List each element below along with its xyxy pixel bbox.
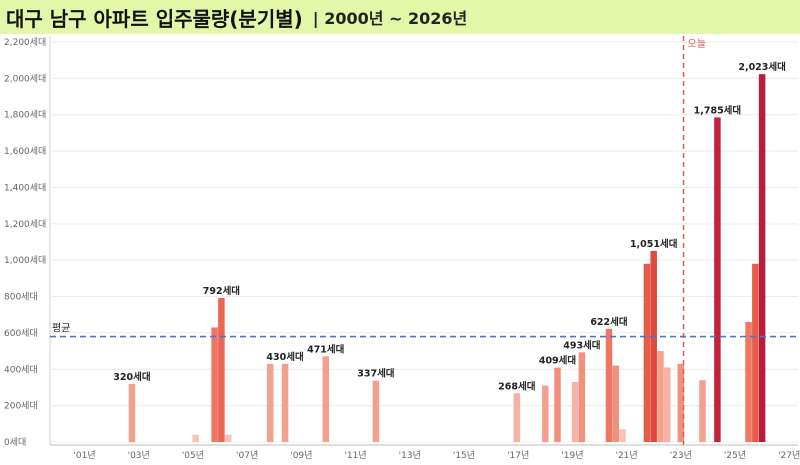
chart-subtitle: | 2000년 ~ 2026년: [312, 9, 468, 28]
data-label: 471세대: [307, 343, 344, 355]
bar: [322, 356, 329, 442]
data-label: 622세대: [590, 316, 627, 328]
x-tick-label: '19년: [561, 450, 583, 461]
bar: [612, 365, 620, 442]
x-tick-label: '27년: [778, 450, 800, 461]
bar: [605, 328, 613, 442]
y-tick-label: 2,200세대: [4, 37, 46, 48]
y-tick-label: 0세대: [4, 437, 26, 448]
x-tick-label: '25년: [724, 450, 746, 461]
data-label: 409세대: [539, 355, 576, 367]
y-tick-label: 1,000세대: [4, 255, 46, 266]
bar: [664, 367, 671, 442]
y-tick-label: 400세대: [4, 364, 38, 375]
x-tick-label: '03년: [128, 450, 150, 461]
y-tick-label: 1,600세대: [4, 146, 46, 157]
bar: [571, 382, 579, 442]
bar: [758, 74, 766, 442]
x-tick-label: '17년: [507, 450, 529, 461]
bar: [699, 380, 706, 442]
data-label: 320세대: [113, 371, 150, 383]
y-tick-label: 1,400세대: [4, 182, 46, 193]
data-label: 430세대: [266, 351, 303, 363]
bar: [372, 380, 380, 442]
y-tick-label: 600세대: [4, 328, 38, 339]
bar: [677, 363, 685, 442]
bar: [554, 367, 561, 442]
title-bar: 대구 남구 아파트 입주물량(분기별) | 2000년 ~ 2026년: [0, 0, 800, 34]
bar: [643, 263, 651, 442]
data-label: 1,785세대: [694, 104, 742, 116]
chart-title: 대구 남구 아파트 입주물량(분기별): [6, 6, 303, 31]
bar: [542, 385, 549, 442]
bar: [224, 434, 232, 442]
bar: [578, 352, 586, 442]
bar: [619, 429, 626, 442]
today-label: 오늘: [688, 38, 706, 50]
data-label: 493세대: [563, 339, 600, 351]
x-tick-label: '11년: [344, 450, 366, 461]
x-tick-label: '07년: [236, 450, 258, 461]
bar: [752, 263, 759, 442]
bar: [266, 363, 274, 442]
y-tick-label: 1,800세대: [4, 110, 46, 121]
data-label: 2,023세대: [738, 61, 786, 73]
y-tick-label: 800세대: [4, 292, 38, 303]
y-tick-label: 200세대: [4, 401, 38, 412]
x-tick-label: '21년: [615, 450, 637, 461]
data-label: 268세대: [498, 380, 535, 392]
data-label: 1,051세대: [630, 238, 678, 250]
bar: [128, 383, 136, 442]
x-tick-label: '23년: [670, 450, 692, 461]
x-tick-label: '15년: [453, 450, 475, 461]
bar: [513, 393, 521, 442]
average-label: 평균: [52, 323, 70, 335]
bar: [714, 117, 721, 443]
x-tick-label: '05년: [182, 450, 204, 461]
bar: [745, 322, 752, 442]
x-tick-label: '01년: [73, 450, 95, 461]
bar: [192, 434, 199, 442]
bar: [281, 363, 289, 442]
data-label: 337세대: [357, 368, 394, 380]
bar: [211, 327, 218, 442]
data-label: 792세대: [203, 285, 240, 297]
bar: [218, 298, 225, 442]
bar: [657, 351, 664, 442]
y-tick-label: 1,200세대: [4, 219, 46, 230]
y-tick-label: 2,000세대: [4, 73, 46, 84]
x-tick-label: '13년: [399, 450, 421, 461]
bar: [650, 250, 657, 442]
x-tick-label: '09년: [290, 450, 312, 461]
